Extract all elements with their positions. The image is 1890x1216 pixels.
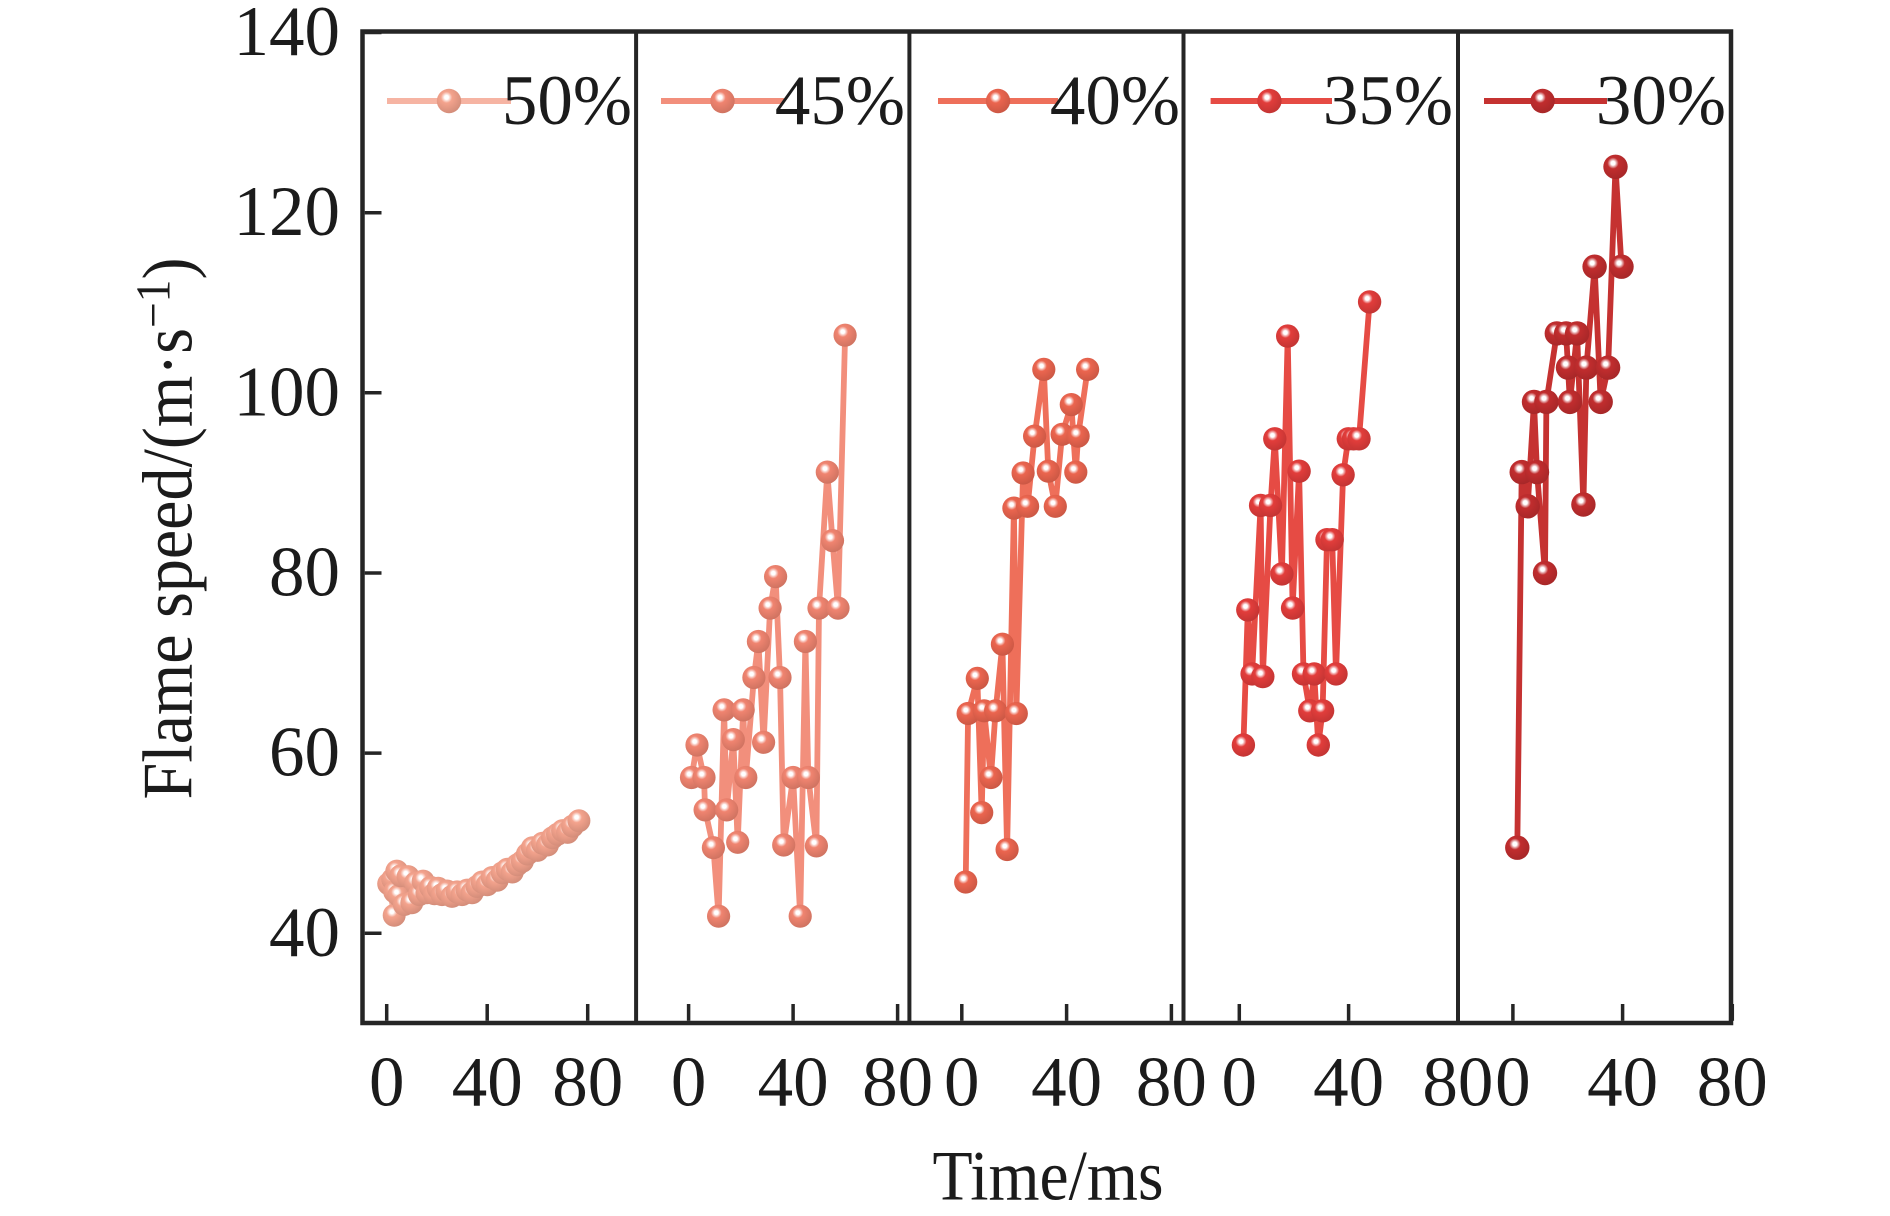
svg-text:40: 40	[452, 1044, 523, 1122]
svg-text:0: 0	[671, 1044, 707, 1122]
svg-text:Time/ms: Time/ms	[933, 1138, 1164, 1216]
svg-text:80: 80	[1697, 1044, 1768, 1122]
svg-text:30%: 30%	[1596, 62, 1726, 140]
svg-text:40: 40	[1587, 1044, 1658, 1122]
svg-text:45%: 45%	[775, 62, 905, 140]
svg-text:0: 0	[369, 1044, 405, 1122]
svg-text:0: 0	[944, 1044, 980, 1122]
svg-text:35%: 35%	[1323, 62, 1453, 140]
svg-text:120: 120	[234, 173, 341, 251]
svg-text:140: 140	[234, 0, 341, 71]
svg-text:80: 80	[1136, 1044, 1207, 1122]
svg-text:80: 80	[1422, 1044, 1493, 1122]
svg-text:0: 0	[1495, 1044, 1531, 1122]
svg-text:60: 60	[269, 714, 340, 792]
svg-text:Flame speed/(m·s−1): Flame speed/(m·s−1)	[126, 258, 208, 800]
svg-text:80: 80	[552, 1044, 623, 1122]
svg-text:80: 80	[269, 534, 340, 612]
svg-text:80: 80	[862, 1044, 933, 1122]
svg-text:0: 0	[1222, 1044, 1258, 1122]
svg-text:40%: 40%	[1050, 62, 1180, 140]
svg-text:100: 100	[234, 353, 341, 431]
svg-text:40: 40	[1031, 1044, 1102, 1122]
svg-text:40: 40	[758, 1044, 829, 1122]
svg-text:40: 40	[1313, 1044, 1384, 1122]
svg-text:50%: 50%	[502, 62, 632, 140]
svg-text:40: 40	[269, 894, 340, 972]
